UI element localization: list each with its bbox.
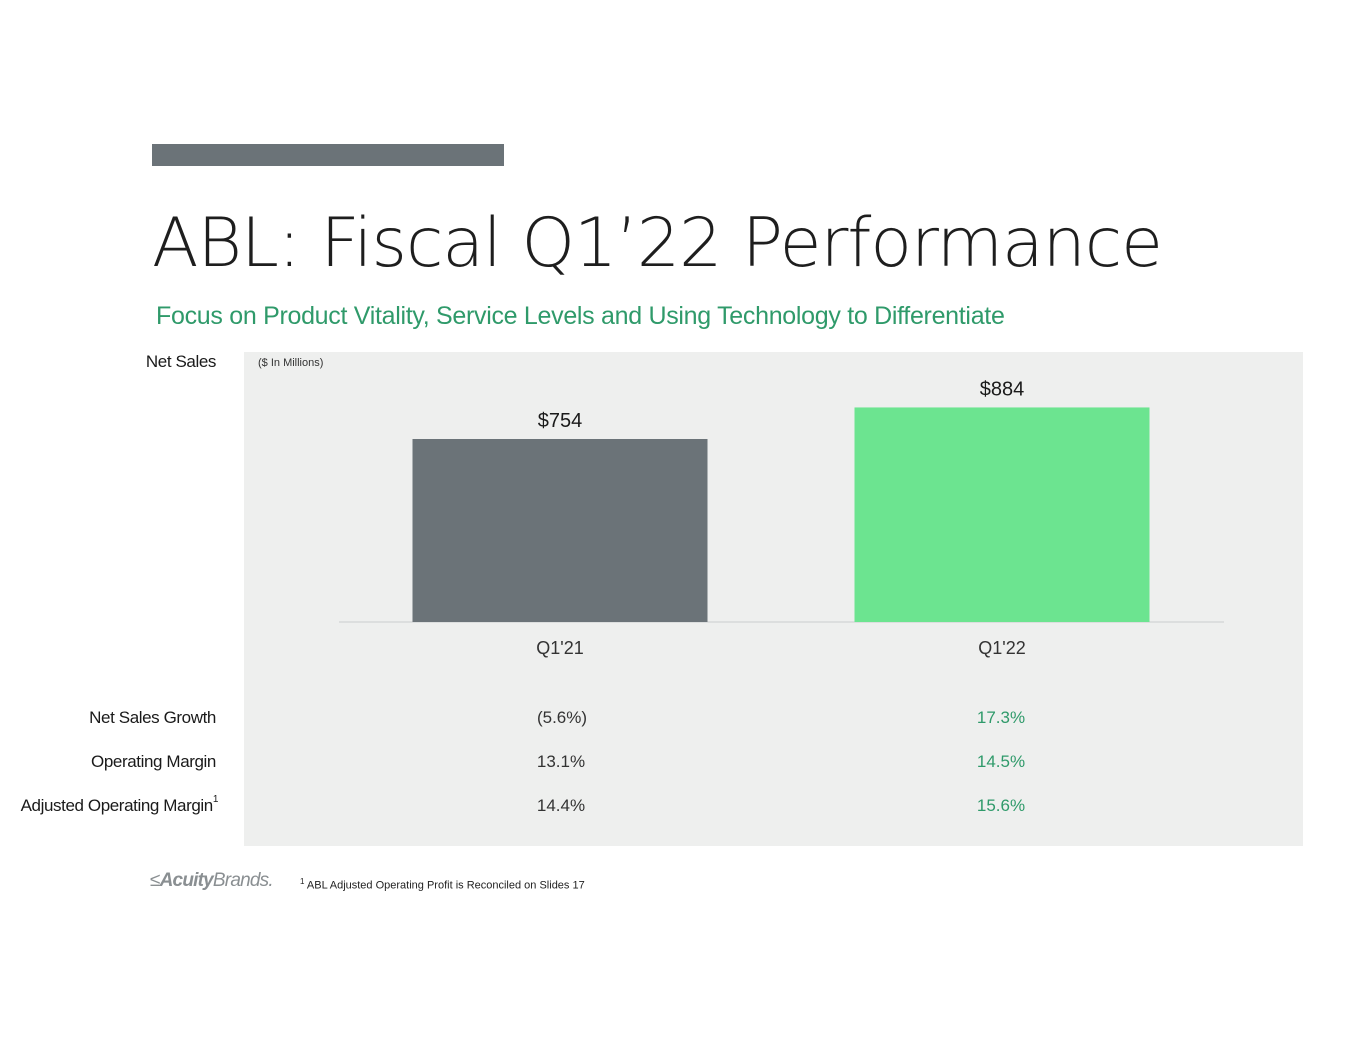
net-sales-bar-chart: $754 Q1'21 $884 Q1'22: [339, 378, 1224, 658]
bar-q121: [412, 439, 708, 622]
q1-22-operating-margin: 14.5%: [976, 752, 1026, 771]
title-accent-bar: [152, 144, 504, 166]
logo-text-brands: Brands.: [212, 870, 274, 891]
page-title: ABL: Fiscal Q1’22 Performance: [152, 204, 1163, 283]
units-note: ($ In Millions): [258, 357, 324, 369]
data-label-q122: $884: [980, 378, 1025, 400]
adjusted-operating-margin-label: Adjusted Operating Margin1: [20, 794, 219, 816]
footnote-sup: 1: [300, 877, 305, 886]
net-sales-growth-label: Net Sales Growth: [89, 708, 216, 727]
q1-21-operating-margin: 13.1%: [536, 752, 586, 771]
footnote-text: ABL Adjusted Operating Profit is Reconci…: [306, 879, 585, 892]
x-tick-label-q121: Q1'21: [536, 638, 583, 658]
bar-q122: [854, 407, 1150, 622]
q1-21-net-sales-growth: (5.6%): [536, 708, 588, 727]
x-tick-label-q122: Q1'22: [978, 638, 1025, 658]
q1-22-net-sales-growth: 17.3%: [976, 708, 1026, 727]
footnote: 1 ABL Adjusted Operating Profit is Recon…: [300, 877, 585, 892]
page-subtitle: Focus on Product Vitality, Service Level…: [156, 302, 1005, 330]
q1-22-adjusted-operating-margin: 15.6%: [976, 796, 1026, 815]
acuity-brands-logo: ≤AcuityBrands.: [150, 870, 274, 892]
net-sales-label: Net Sales: [145, 352, 217, 371]
operating-margin-label: Operating Margin: [91, 752, 216, 771]
footnote-marker: 1: [212, 794, 219, 805]
q1-21-adjusted-operating-margin: 14.4%: [536, 796, 586, 815]
logo-mark: ≤: [150, 870, 160, 891]
adjusted-operating-margin-text: Adjusted Operating Margin: [20, 796, 214, 815]
data-label-q121: $754: [538, 410, 583, 432]
logo-text-acuity: Acuity: [159, 870, 214, 891]
